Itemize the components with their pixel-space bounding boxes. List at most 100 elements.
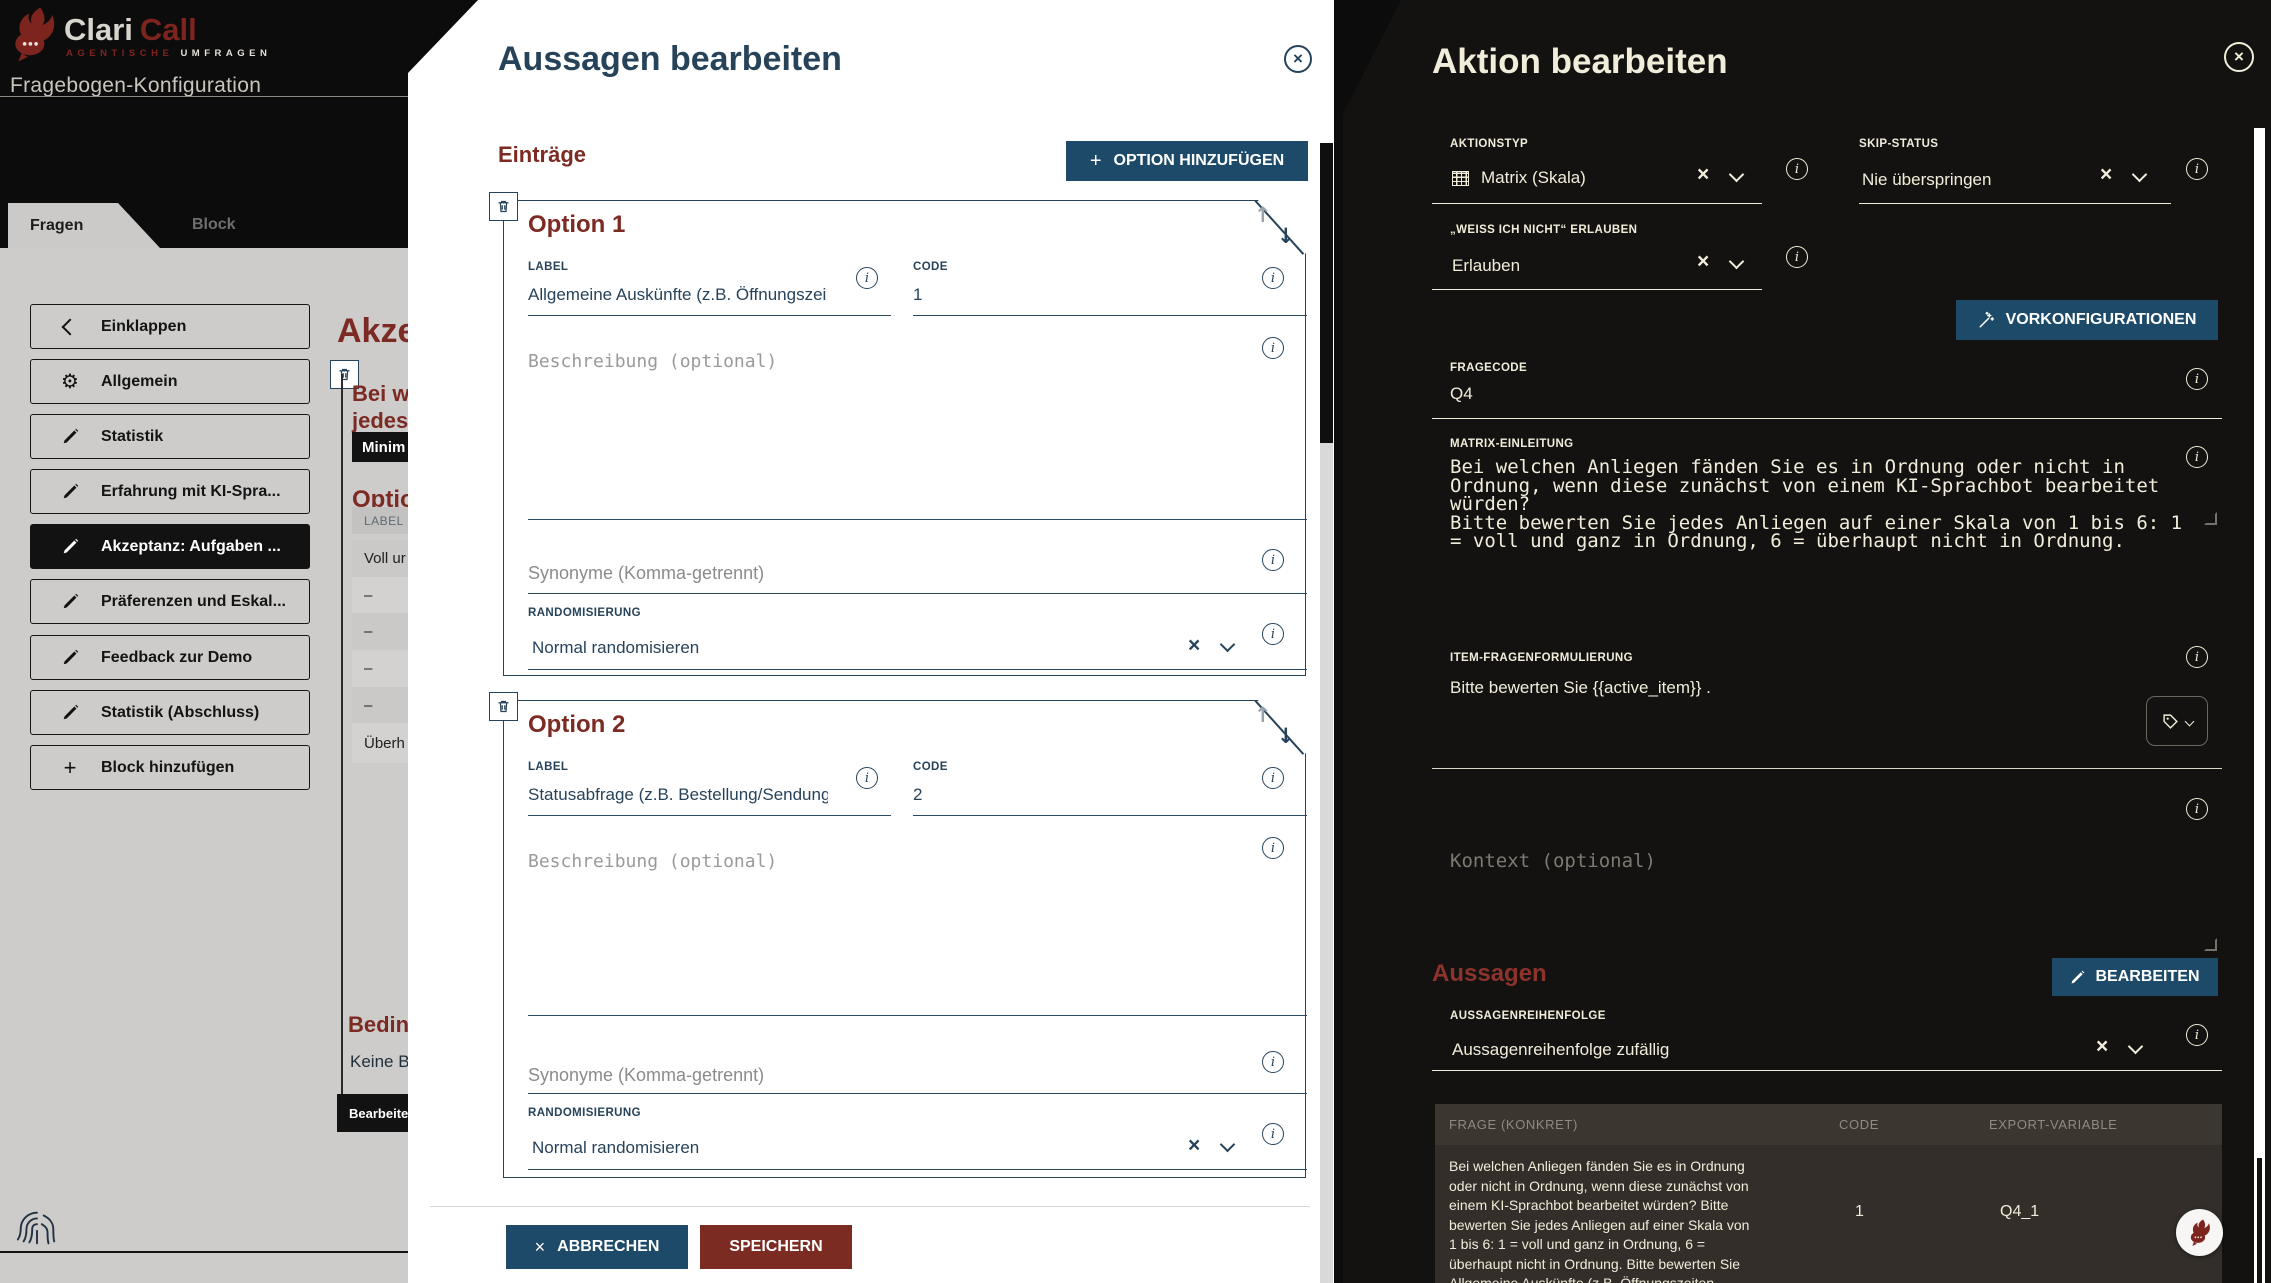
sidebar-item-einklappen[interactable]: Einklappen xyxy=(30,304,310,349)
modal-close-icon[interactable]: × xyxy=(1284,45,1312,73)
info-icon[interactable]: i xyxy=(2186,1024,2208,1046)
magic-wand-icon xyxy=(1979,311,1994,328)
add-option-button[interactable]: + OPTION HINZUFÜGEN xyxy=(1066,141,1308,181)
fragecode-value[interactable]: Q4 xyxy=(1450,384,1473,403)
field-underline xyxy=(1432,289,1762,290)
sidebar-item-akzeptanz[interactable]: Akzeptanz: Aufgaben ... xyxy=(30,524,310,569)
clear-icon[interactable]: × xyxy=(2096,1035,2109,1058)
sidebar-item-erfahrung[interactable]: Erfahrung mit KI-Spra... xyxy=(30,469,310,514)
move-down-icon[interactable]: ↓ xyxy=(1277,724,1295,748)
info-icon[interactable]: i xyxy=(1262,623,1284,645)
matrix-einleitung-textarea[interactable]: Bei welchen Anliegen fänden Sie es in Or… xyxy=(1450,456,2183,552)
info-icon[interactable]: i xyxy=(1262,767,1284,789)
modal-scrollbar-thumb[interactable] xyxy=(1320,143,1333,443)
option-1-delete-button[interactable] xyxy=(489,192,518,221)
kontext-textarea[interactable]: Kontext (optional) xyxy=(1450,850,1656,872)
randomisierung-caption: RANDOMISIERUNG xyxy=(528,607,641,619)
cell-frage: Bei welchen Anliegen fänden Sie es in Or… xyxy=(1449,1158,1750,1283)
bg-scale-badge: Minim xyxy=(352,432,412,462)
tab-block[interactable]: Block xyxy=(192,216,236,233)
reihenfolge-value[interactable]: Aussagenreihenfolge zufällig xyxy=(1452,1040,1670,1059)
tab-fragen[interactable]: Fragen xyxy=(8,203,160,248)
brand-wordmark: Clari Call xyxy=(64,12,197,48)
code-field-value[interactable]: 1 xyxy=(913,285,923,304)
label-field-value[interactable]: Allgemeine Auskünfte (z.B. Öffnungszei xyxy=(528,285,827,304)
window-scrollbar-track[interactable] xyxy=(2254,1158,2265,1283)
pencil-icon xyxy=(57,704,83,721)
info-icon[interactable]: i xyxy=(1262,549,1284,571)
info-icon[interactable]: i xyxy=(1262,1051,1284,1073)
clear-icon[interactable]: × xyxy=(1697,163,1710,186)
skip-status-value[interactable]: Nie überspringen xyxy=(1862,170,1992,189)
chevron-down-icon[interactable] xyxy=(1219,1136,1236,1153)
gear-icon: ⚙ xyxy=(61,371,79,393)
info-icon[interactable]: i xyxy=(1786,246,1808,268)
trash-icon xyxy=(498,700,509,713)
label-field-value[interactable]: Statusabfrage (z.B. Bestellung/Sendung xyxy=(528,785,828,804)
synonyms-input[interactable]: Synonyme (Komma-getrennt) xyxy=(528,563,765,583)
clear-icon[interactable]: × xyxy=(1188,1134,1201,1157)
sidebar-item-feedback[interactable]: Feedback zur Demo xyxy=(30,635,310,680)
chevron-down-icon[interactable] xyxy=(1219,636,1236,653)
info-icon[interactable]: i xyxy=(2186,368,2208,390)
pencil-icon xyxy=(57,593,83,610)
section-divider xyxy=(1432,418,2222,419)
bg-edit-button[interactable]: Bearbeite xyxy=(337,1094,412,1132)
bearbeiten-button[interactable]: BEARBEITEN xyxy=(2052,958,2218,996)
bg-delete-button[interactable] xyxy=(330,360,359,389)
textarea-resize-handle[interactable] xyxy=(2204,938,2217,951)
synonyms-input[interactable]: Synonyme (Komma-getrennt) xyxy=(528,1065,765,1085)
info-icon[interactable]: i xyxy=(856,267,878,289)
randomisierung-value[interactable]: Normal randomisieren xyxy=(532,1138,700,1157)
cancel-button[interactable]: × ABBRECHEN xyxy=(506,1225,688,1269)
save-button[interactable]: SPEICHERN xyxy=(700,1225,852,1269)
sidebar-item-allgemein[interactable]: ⚙ Allgemein xyxy=(30,359,310,404)
info-icon[interactable]: i xyxy=(856,767,878,789)
info-icon[interactable]: i xyxy=(1786,158,1808,180)
table-header-row: FRAGE (KONKRET) CODE EXPORT-VARIABLE xyxy=(1435,1104,2222,1145)
assistant-chat-button[interactable] xyxy=(2176,1209,2223,1256)
bg-conditions-title: Bedin xyxy=(348,1012,410,1037)
info-icon[interactable]: i xyxy=(2186,158,2208,180)
table-row[interactable]: Bei welchen Anliegen fänden Sie es in Or… xyxy=(1435,1145,2222,1283)
label-field-caption: LABEL xyxy=(528,261,569,273)
move-up-icon[interactable]: ↑ xyxy=(1254,703,1272,727)
sidebar-item-block-hinzufuegen[interactable]: + Block hinzufügen xyxy=(30,745,310,790)
vorkonfigurationen-button[interactable]: VORKONFIGURATIONEN xyxy=(1956,300,2218,340)
info-icon[interactable]: i xyxy=(1262,337,1284,359)
item-formulierung-caption: ITEM-FRAGENFORMULIERUNG xyxy=(1450,652,1633,664)
info-icon[interactable]: i xyxy=(2186,798,2208,820)
add-option-label: OPTION HINZUFÜGEN xyxy=(1113,152,1285,169)
randomisierung-value[interactable]: Normal randomisieren xyxy=(532,638,700,657)
bg-conditions-text: Keine B xyxy=(350,1052,410,1071)
info-icon[interactable]: i xyxy=(1262,1123,1284,1145)
move-up-icon[interactable]: ↑ xyxy=(1254,203,1272,227)
sidebar-item-statistik-abschluss[interactable]: Statistik (Abschluss) xyxy=(30,690,310,735)
clear-icon[interactable]: × xyxy=(2100,163,2113,186)
info-icon[interactable]: i xyxy=(2186,446,2208,468)
aktionstyp-field[interactable]: Matrix (Skala) xyxy=(1452,168,1586,188)
move-down-icon[interactable]: ↓ xyxy=(1277,224,1295,248)
pencil-icon xyxy=(57,428,83,445)
info-icon[interactable]: i xyxy=(1262,267,1284,289)
clear-icon[interactable]: × xyxy=(1697,250,1710,273)
item-formulierung-value[interactable]: Bitte bewerten Sie {{active_item}} . xyxy=(1450,678,1711,697)
sidebar-item-praeferenzen[interactable]: Präferenzen und Eskal... xyxy=(30,579,310,624)
description-textarea[interactable]: Beschreibung (optional) xyxy=(528,351,778,372)
insert-variable-button[interactable] xyxy=(2146,696,2208,746)
weiss-ich-nicht-value[interactable]: Erlauben xyxy=(1452,256,1521,275)
clear-icon[interactable]: × xyxy=(1188,634,1201,657)
bg-section-title: Akze xyxy=(337,312,417,350)
label-field-caption: LABEL xyxy=(528,761,569,773)
option-2-delete-button[interactable] xyxy=(489,692,518,721)
panel-close-icon[interactable]: × xyxy=(2224,42,2254,72)
info-icon[interactable]: i xyxy=(1262,837,1284,859)
description-textarea[interactable]: Beschreibung (optional) xyxy=(528,851,778,872)
textarea-resize-handle[interactable] xyxy=(2204,512,2217,525)
code-field-value[interactable]: 2 xyxy=(913,785,923,804)
bg-question-line2: jedes xyxy=(352,408,409,433)
brand-tagline: AGENTISCHE UMFRAGEN xyxy=(66,48,271,59)
window-scrollbar-thumb[interactable] xyxy=(2254,128,2265,1158)
info-icon[interactable]: i xyxy=(2186,646,2208,668)
sidebar-item-statistik[interactable]: Statistik xyxy=(30,414,310,459)
